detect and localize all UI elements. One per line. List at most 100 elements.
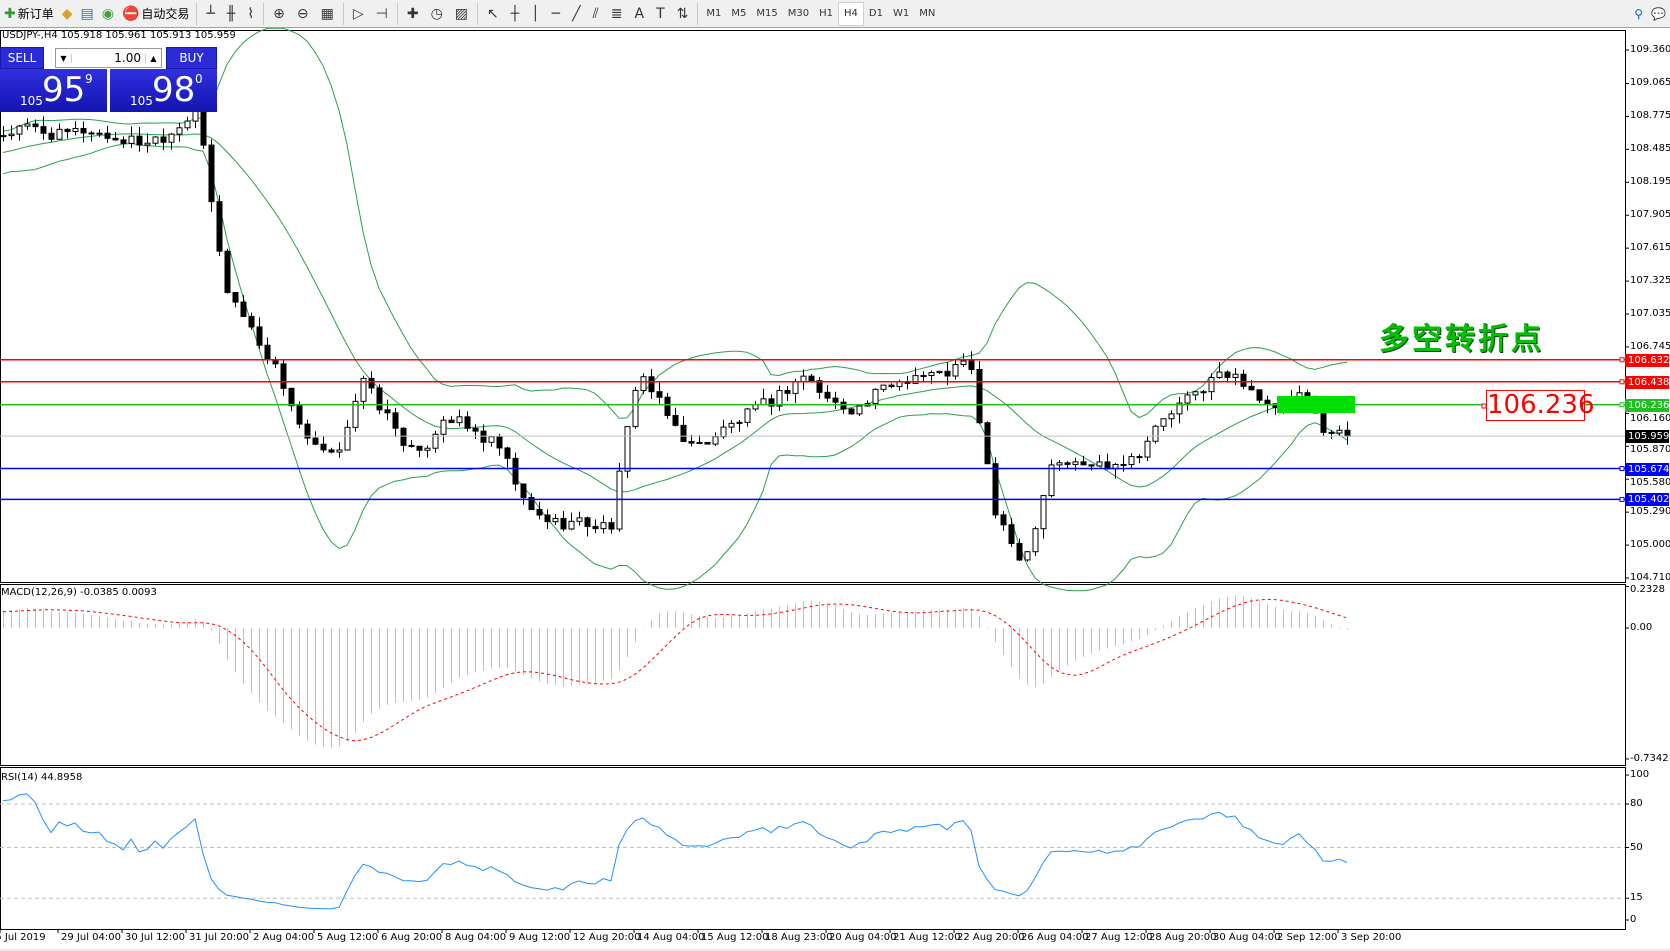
bull-candle-body (1200, 391, 1207, 394)
timeframe-w1[interactable]: W1 (892, 8, 910, 19)
channel-button[interactable]: ⫽ (587, 2, 605, 26)
toolbar-button-4[interactable]: ⛔ 自动交易 (118, 2, 193, 26)
bear-candle-body (560, 517, 567, 530)
time-axis-label: 5 Aug 12:00 (317, 932, 379, 943)
time-axis-label: 30 Aug 04:00 (1213, 932, 1281, 943)
cursor-button[interactable]: ↖ (481, 2, 505, 26)
vertical-line-button[interactable]: │ (525, 2, 545, 26)
level-handle[interactable] (1619, 496, 1625, 502)
candle (584, 516, 591, 537)
timeframe-m30[interactable]: M30 (787, 8, 810, 19)
chart-shift-button[interactable]: ⊣ (370, 2, 394, 26)
sell-price-main: 95 (42, 70, 86, 110)
candle (400, 427, 407, 452)
turning-point-annotation[interactable]: 多空转折点 (1379, 322, 1544, 357)
zoom-out-button[interactable]: ⊖ (291, 2, 315, 26)
buy-price[interactable]: 105 98 0 (110, 69, 217, 112)
timeframe-m1[interactable]: M1 (706, 8, 722, 19)
toolbar-button-1[interactable]: ◆ (58, 2, 77, 26)
candle (104, 125, 111, 143)
time-axis-label: 12 Aug 20:00 (573, 932, 641, 943)
fibonacci-button[interactable]: ≣ (605, 2, 629, 26)
indicators-icon: ✚ (406, 5, 419, 22)
bull-candle-body (432, 433, 439, 449)
templates-button[interactable]: ▨ (449, 2, 474, 26)
timeframe-m15[interactable]: M15 (756, 8, 778, 19)
buy-button[interactable]: BUY (166, 47, 217, 69)
price-label-annotation[interactable]: 106.236 (1486, 390, 1595, 421)
lot-decrease-button[interactable]: ▼ (56, 53, 72, 63)
timeframe-m5[interactable]: M5 (731, 8, 747, 19)
text-label-button[interactable]: T (650, 2, 671, 26)
candle (64, 128, 71, 139)
level-handle[interactable] (1619, 357, 1625, 363)
arrows-icon: ⇅ (676, 5, 689, 22)
candle (648, 368, 655, 399)
bear-candle-body (808, 375, 815, 382)
horizontal-line-button[interactable]: ─ (546, 2, 566, 26)
timeframe-h4[interactable]: H4 (837, 1, 864, 26)
level-handle[interactable] (1619, 379, 1625, 385)
bear-candle-body (520, 483, 527, 498)
tile-windows-button[interactable]: ▦ (315, 2, 340, 26)
bear-candle-body (1080, 461, 1087, 466)
zoom-in-button[interactable]: ⊕ (267, 2, 291, 26)
candle (568, 512, 575, 531)
lot-size-field[interactable]: ▼ 1.00 ▲ (55, 48, 162, 68)
periods-button[interactable]: ◷ (425, 2, 449, 26)
candle (304, 419, 311, 445)
candle (176, 122, 183, 142)
toolbar-button-0[interactable]: ✚ 新订单 (0, 2, 58, 26)
level-handle[interactable] (1619, 466, 1625, 472)
sell-button[interactable]: SELL (0, 47, 44, 69)
sell-price[interactable]: 105 95 9 (0, 69, 107, 112)
bull-candle-body (1072, 461, 1079, 465)
time-axis-label: 30 Jul 12:00 (125, 932, 185, 943)
candle (1000, 510, 1007, 531)
bull-candle-body (1208, 376, 1215, 393)
chart-area[interactable] (0, 28, 1670, 951)
timeframe-h1[interactable]: H1 (819, 8, 833, 19)
timeframe-d1[interactable]: D1 (868, 8, 883, 19)
bear-candle-body (592, 525, 599, 530)
candle (576, 511, 583, 526)
candle (8, 125, 15, 140)
price-axis-label: 105.290 (1630, 506, 1670, 517)
bear-candle-body (992, 463, 999, 516)
autoscroll-button[interactable]: ▷ (347, 2, 370, 26)
candle (680, 416, 687, 443)
candle (872, 388, 879, 410)
bear-candle-body (648, 376, 655, 393)
bear-candle-body (504, 447, 511, 459)
bollinger-upper-band (2, 28, 1348, 419)
zone-rectangle[interactable] (1277, 396, 1355, 413)
fibonacci-icon: ≣ (610, 5, 623, 22)
lot-increase-button[interactable]: ▲ (145, 53, 161, 63)
toolbar: ✚ 新订单 ◆ ▤ ◉ ⛔ 自动交易 ┴ ╫ ⌇ ⊕ ⊖ ▦ ▷ ⊣ ✚ ◷ ▨ ↖ ┼ │ ─ ╱ ⫽ ≣ A T ⇅ M1 M5 M15… (0, 0, 1670, 28)
line-chart-button[interactable]: ⌇ (241, 2, 260, 26)
lot-value[interactable]: 1.00 (114, 51, 141, 65)
candlestick-button[interactable]: ╫ (221, 2, 241, 26)
candle (560, 510, 567, 532)
text-button[interactable]: A (629, 2, 651, 26)
crosshair-button[interactable]: ┼ (505, 2, 525, 26)
candle (184, 116, 191, 131)
chat-icon[interactable]: 💬 (1651, 6, 1666, 21)
toolbar-button-2[interactable]: ▤ (77, 2, 98, 26)
toolbar-button-3[interactable]: ◉ (98, 2, 118, 26)
indicators-button[interactable]: ✚ (401, 2, 425, 26)
trendline-button[interactable]: ╱ (566, 2, 586, 26)
arrows-button[interactable]: ⇅ (671, 2, 695, 26)
horizontal-line-icon: ─ (551, 5, 561, 22)
candle (448, 416, 455, 424)
level-handle[interactable] (1619, 402, 1625, 408)
time-axis-label: 20 Aug 04:00 (829, 932, 897, 943)
buy-price-prefix: 105 (130, 94, 153, 108)
search-icon[interactable]: ⚲ (1634, 6, 1644, 21)
level-price-tag: 106.438 (1625, 376, 1669, 389)
bull-candle-body (1048, 464, 1055, 497)
timeframe-mn[interactable]: MN (919, 8, 936, 19)
bull-candle-body (352, 400, 359, 428)
bar-chart-button[interactable]: ┴ (200, 2, 220, 26)
bull-candle-body (928, 372, 935, 377)
